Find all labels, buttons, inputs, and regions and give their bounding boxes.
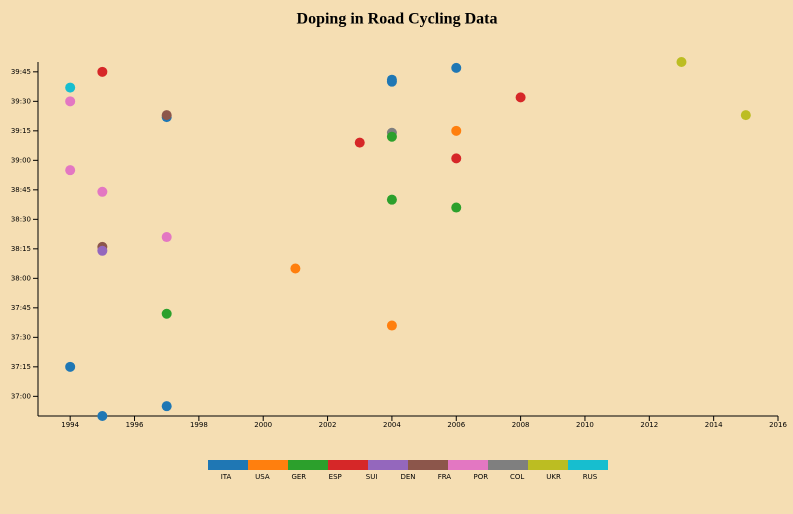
data-point xyxy=(161,401,172,412)
data-point xyxy=(97,66,108,77)
legend-swatch xyxy=(528,460,568,470)
data-point xyxy=(97,186,108,197)
x-tick-label: 2000 xyxy=(254,421,272,429)
legend-swatch xyxy=(408,460,448,470)
legend-label: FRA xyxy=(438,473,452,481)
legend-label: USA xyxy=(255,473,270,481)
data-point xyxy=(676,57,687,67)
data-point xyxy=(290,263,301,274)
data-point xyxy=(65,165,76,176)
x-tick-label: 2002 xyxy=(319,421,337,429)
data-point xyxy=(354,137,365,148)
data-point xyxy=(65,96,76,107)
legend-swatch xyxy=(248,460,288,470)
data-point xyxy=(740,110,751,121)
y-tick-label: 38:30 xyxy=(11,215,31,223)
data-point xyxy=(386,194,397,205)
legend-swatch xyxy=(328,460,368,470)
y-tick-label: 39:15 xyxy=(11,127,31,135)
y-tick-label: 38:45 xyxy=(11,186,31,194)
y-tick-label: 39:30 xyxy=(11,97,31,105)
x-tick-label: 2004 xyxy=(383,421,401,429)
data-point xyxy=(161,308,172,319)
chart-title: Doping in Road Cycling Data xyxy=(297,11,498,28)
data-point xyxy=(451,202,462,213)
data-point xyxy=(97,411,108,421)
x-tick-label: 2016 xyxy=(769,421,787,429)
y-tick-label: 39:45 xyxy=(11,68,31,76)
legend-swatch xyxy=(448,460,488,470)
x-tick-label: 2014 xyxy=(705,421,723,429)
data-point xyxy=(451,153,462,164)
data-point xyxy=(65,361,76,372)
data-point xyxy=(65,82,76,93)
legend-swatch xyxy=(488,460,528,470)
legend-label: POR xyxy=(473,473,488,481)
legend-label: ESP xyxy=(329,473,342,481)
x-tick-label: 2008 xyxy=(512,421,530,429)
data-point xyxy=(386,131,397,142)
data-point xyxy=(451,62,462,73)
legend-label: SUI xyxy=(366,473,378,481)
data-point xyxy=(515,92,526,103)
data-point xyxy=(386,76,397,87)
y-tick-label: 37:00 xyxy=(11,392,31,400)
legend-swatch xyxy=(288,460,328,470)
legend-swatch xyxy=(208,460,248,470)
y-tick-label: 37:45 xyxy=(11,304,31,312)
legend-swatch xyxy=(568,460,608,470)
x-tick-label: 2012 xyxy=(640,421,658,429)
y-tick-label: 37:15 xyxy=(11,363,31,371)
legend-swatch xyxy=(368,460,408,470)
x-tick-label: 2010 xyxy=(576,421,594,429)
data-point xyxy=(161,232,172,243)
y-tick-label: 38:15 xyxy=(11,245,31,253)
legend-label: GER xyxy=(291,473,306,481)
x-tick-label: 1996 xyxy=(126,421,144,429)
y-tick-label: 37:30 xyxy=(11,333,31,341)
legend-label: RUS xyxy=(583,473,598,481)
y-tick-label: 38:00 xyxy=(11,274,31,282)
data-point xyxy=(97,245,108,256)
legend-label: ITA xyxy=(221,473,232,481)
legend-label: COL xyxy=(510,473,524,481)
data-point xyxy=(386,320,397,331)
data-point xyxy=(451,125,462,136)
data-point xyxy=(161,110,172,121)
x-tick-label: 2006 xyxy=(447,421,465,429)
x-tick-label: 1998 xyxy=(190,421,208,429)
x-tick-label: 1994 xyxy=(61,421,79,429)
legend-label: UKR xyxy=(546,473,561,481)
legend-label: DEN xyxy=(400,473,415,481)
y-tick-label: 39:00 xyxy=(11,156,31,164)
